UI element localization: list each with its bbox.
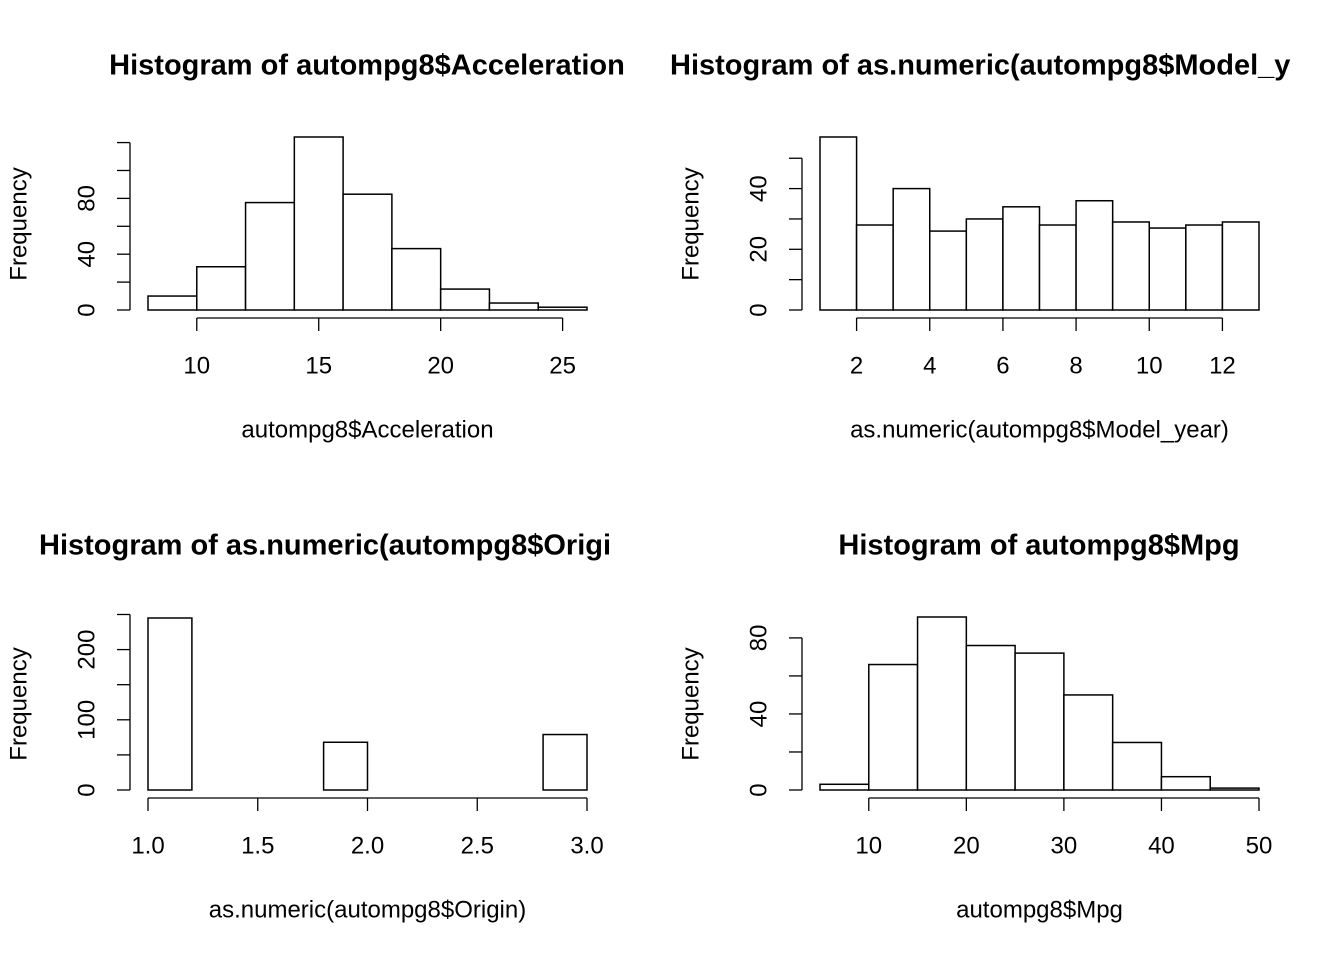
chart-title: Histogram of as.numeric(autompg8$Model_y (670, 50, 1290, 82)
y-tick-label: 20 (745, 236, 772, 263)
bar (147, 617, 193, 791)
y-axis-label: Frequency (5, 167, 32, 280)
x-tick-label: 2.0 (351, 832, 384, 859)
x-tick-label: 10 (1136, 352, 1163, 379)
x-tick-label: 4 (923, 352, 936, 379)
bar (1221, 221, 1260, 311)
y-tick-label: 0 (73, 783, 100, 796)
bar (293, 136, 344, 311)
bar (892, 187, 931, 311)
y-tick-label: 0 (745, 303, 772, 316)
bar (1111, 741, 1163, 791)
x-axis-label: as.numeric(autompg8$Origin) (209, 896, 526, 923)
x-tick-label: 40 (1148, 832, 1175, 859)
bar (1185, 224, 1224, 311)
bar (244, 201, 296, 311)
bar (1014, 652, 1065, 791)
bar (537, 306, 588, 311)
y-tick-label: 0 (73, 303, 100, 316)
x-tick-label: 20 (427, 352, 454, 379)
bar (965, 218, 1004, 311)
y-axis-label: Frequency (677, 167, 704, 280)
chart-title: Histogram of as.numeric(autompg8$Origi (39, 530, 611, 562)
x-tick-label: 2 (850, 352, 863, 379)
bar (868, 663, 919, 791)
bar (1038, 224, 1077, 311)
bar (965, 644, 1016, 791)
y-tick-label: 40 (745, 701, 772, 728)
bar (855, 224, 894, 311)
x-tick-label: 3.0 (570, 832, 603, 859)
bar (542, 733, 588, 791)
y-tick-label: 200 (73, 630, 100, 670)
bar (147, 295, 198, 311)
y-tick-label: 80 (73, 185, 100, 212)
y-axis-label: Frequency (677, 647, 704, 760)
x-axis-label: autompg8$Mpg (956, 896, 1123, 923)
y-tick-label: 40 (745, 175, 772, 202)
y-tick-label: 100 (73, 700, 100, 740)
x-tick-label: 20 (953, 832, 980, 859)
y-tick-label: 40 (73, 241, 100, 268)
bar (196, 266, 247, 311)
x-axis-label: autompg8$Acceleration (241, 416, 493, 443)
x-axis-label: as.numeric(autompg8$Model_year) (850, 416, 1229, 443)
x-tick-label: 50 (1246, 832, 1273, 859)
x-tick-label: 6 (996, 352, 1009, 379)
x-tick-label: 2.5 (461, 832, 494, 859)
bar (391, 247, 442, 311)
x-tick-label: 12 (1209, 352, 1236, 379)
bar (916, 616, 968, 791)
x-tick-label: 8 (1069, 352, 1082, 379)
bar (1002, 206, 1041, 311)
x-tick-label: 10 (855, 832, 882, 859)
bar (819, 783, 870, 791)
bar (1148, 227, 1187, 311)
bar (1075, 199, 1114, 311)
y-tick-label: 80 (745, 625, 772, 652)
bar (819, 136, 858, 311)
chart-title: Histogram of autompg8$Acceleration (109, 50, 625, 82)
chart-title: Histogram of autompg8$Mpg (838, 530, 1239, 562)
bar (1209, 787, 1260, 791)
x-tick-label: 25 (549, 352, 576, 379)
bar (488, 302, 539, 311)
x-tick-label: 15 (305, 352, 332, 379)
bar (1063, 694, 1114, 791)
bar (322, 741, 369, 791)
y-tick-label: 0 (745, 783, 772, 796)
x-tick-label: 30 (1051, 832, 1078, 859)
bar (929, 230, 968, 311)
x-tick-label: 1.5 (241, 832, 274, 859)
x-tick-label: 1.0 (131, 832, 164, 859)
x-tick-label: 10 (183, 352, 210, 379)
bar (439, 288, 491, 311)
bar (1111, 221, 1150, 311)
bar (1160, 775, 1211, 791)
y-axis-label: Frequency (5, 647, 32, 760)
bar (342, 193, 393, 311)
